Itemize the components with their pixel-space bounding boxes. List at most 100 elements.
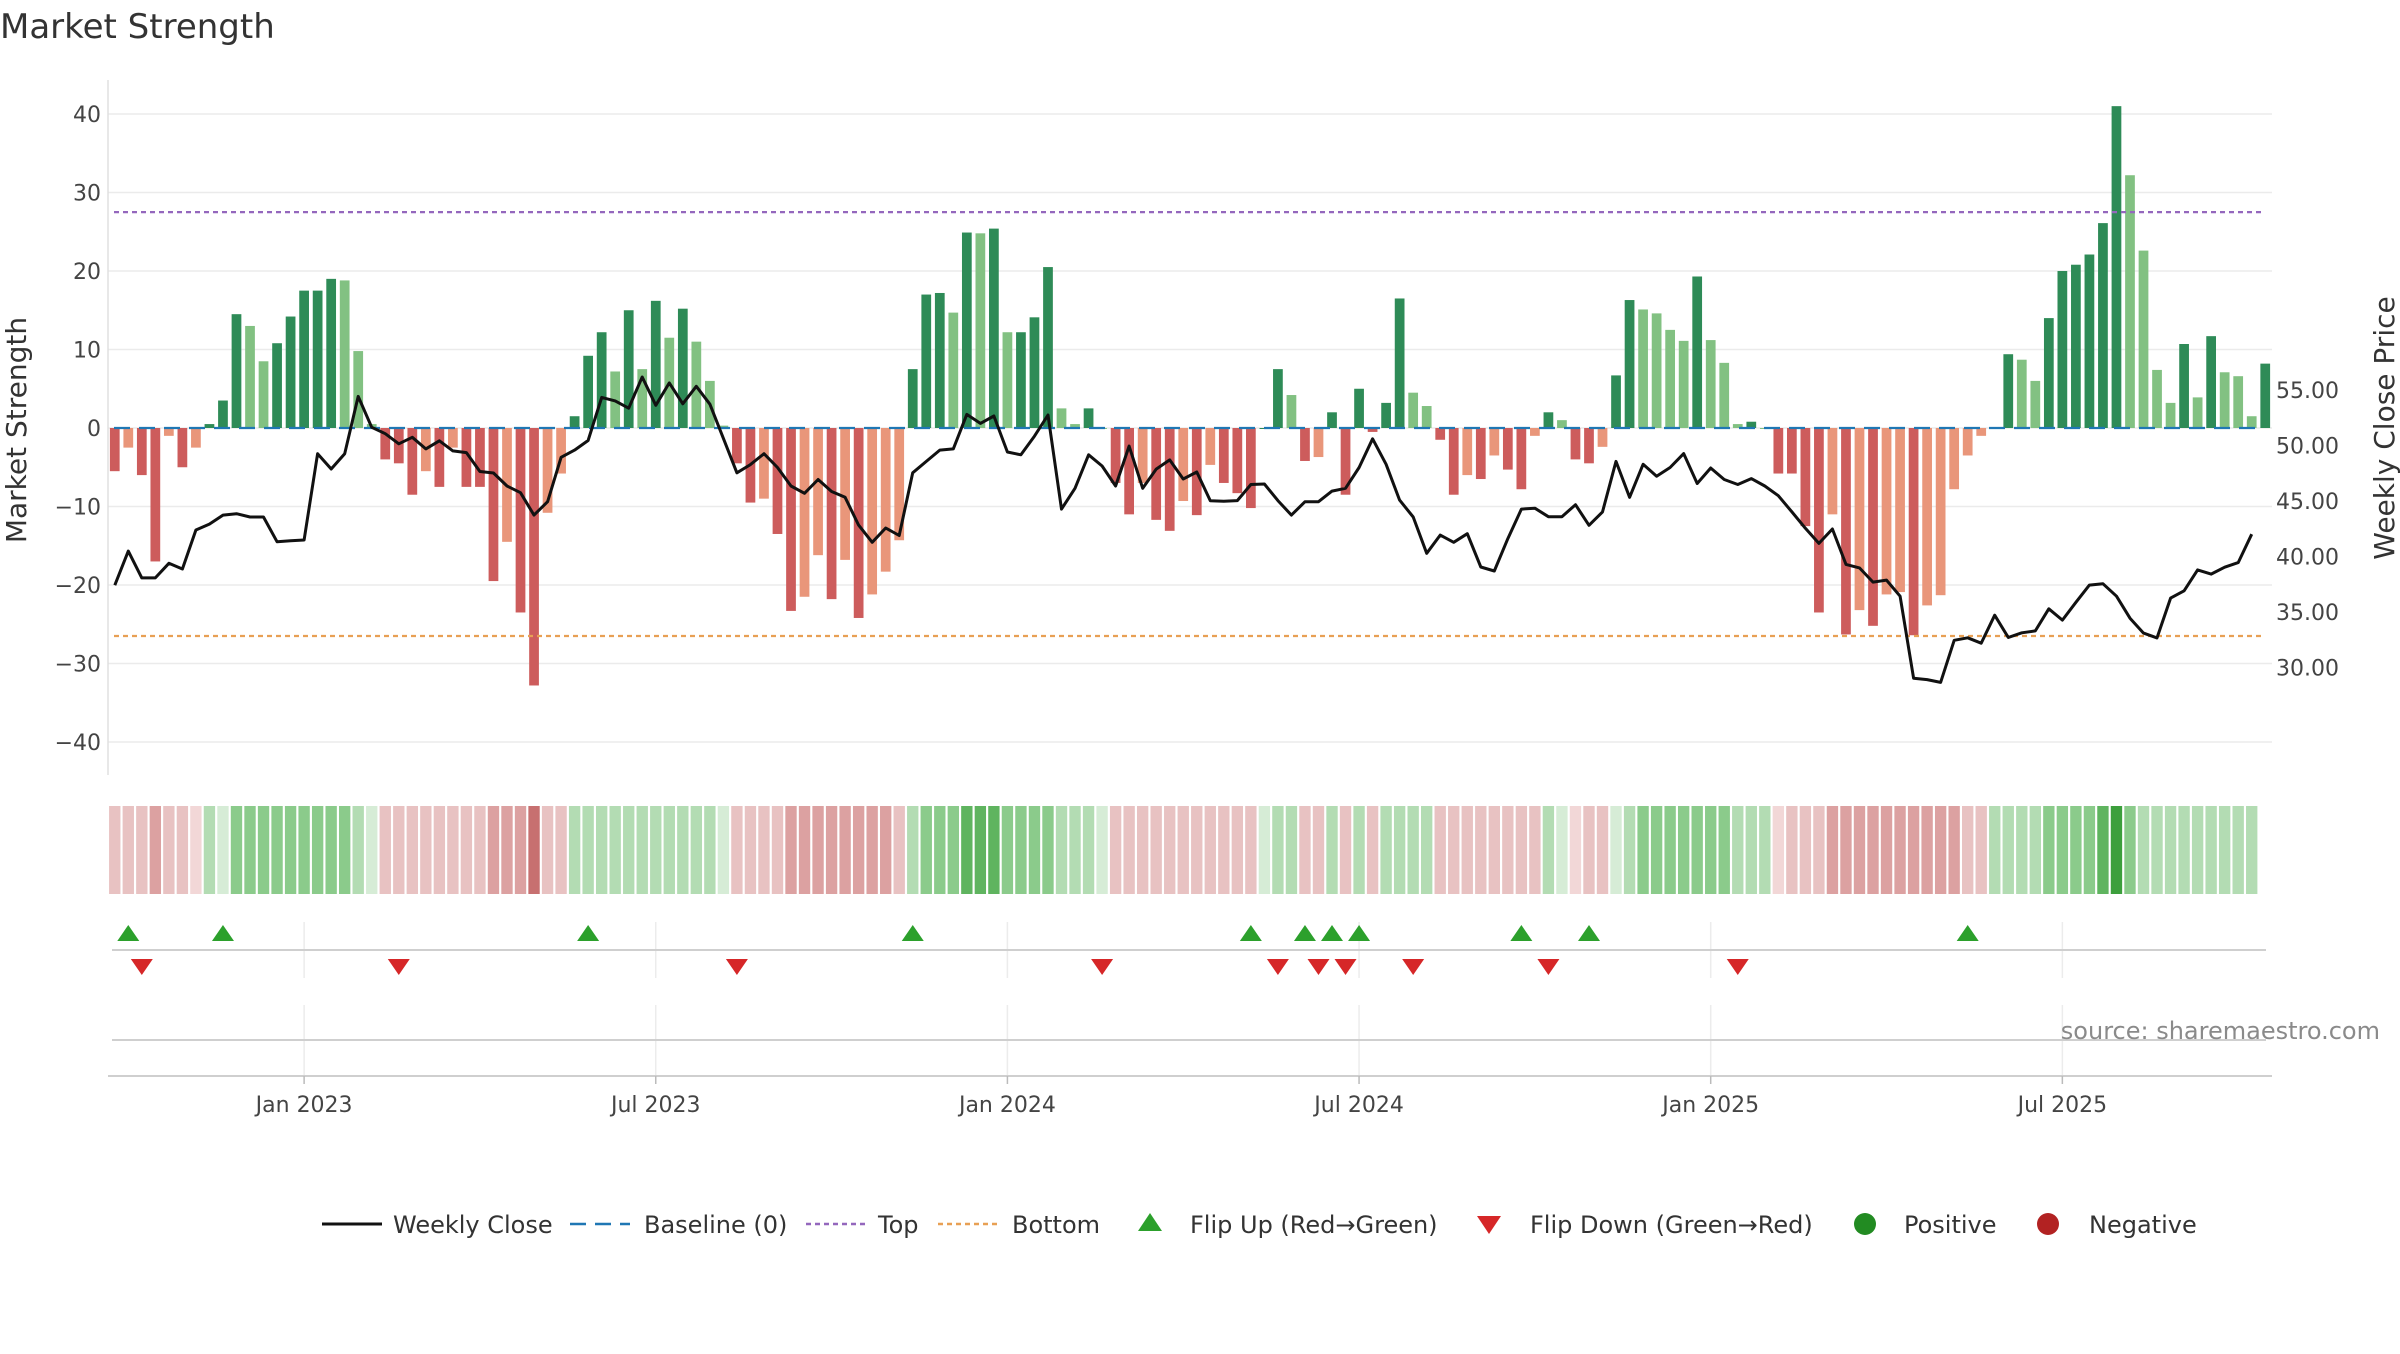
strength-bar bbox=[109, 428, 120, 472]
heat-band-cell bbox=[961, 806, 973, 894]
heat-band-cell bbox=[2246, 806, 2258, 894]
strength-bar bbox=[326, 278, 337, 428]
heat-band-cell bbox=[2083, 806, 2096, 894]
strength-bar bbox=[989, 228, 999, 428]
heat-band-cell bbox=[1299, 806, 1311, 894]
heat-band-cell bbox=[1339, 806, 1352, 894]
x-tick-label: Jul 2024 bbox=[1312, 1093, 1404, 1118]
heat-band-cell bbox=[1218, 806, 1230, 894]
heat-band-cell bbox=[663, 806, 675, 894]
heat-band-cell bbox=[2191, 806, 2204, 894]
legend-label-bottom: Bottom bbox=[1012, 1211, 1100, 1239]
strength-bar bbox=[650, 300, 661, 428]
legend-label-positive: Positive bbox=[1904, 1211, 1997, 1239]
strength-bar bbox=[488, 428, 499, 582]
heat-band-cell bbox=[812, 806, 824, 894]
strength-bar bbox=[245, 325, 255, 428]
strength-bar bbox=[1164, 428, 1175, 531]
heat-band-cell bbox=[555, 806, 567, 894]
strength-bar bbox=[299, 290, 309, 428]
strength-bar bbox=[1651, 313, 1662, 428]
legend-label-close: Weekly Close bbox=[393, 1211, 553, 1239]
flip-down-marker bbox=[725, 959, 748, 975]
flip-up-marker bbox=[1577, 925, 1600, 941]
heat-band-cell bbox=[1475, 806, 1487, 894]
heat-band-cell bbox=[149, 806, 162, 894]
heat-band-cell bbox=[1421, 806, 1433, 894]
x-tick-label: Jan 2025 bbox=[1660, 1093, 1759, 1118]
heat-band-cell bbox=[1502, 806, 1514, 894]
strength-bar bbox=[1597, 428, 1608, 447]
heat-band-cell bbox=[1312, 806, 1325, 894]
heat-band-cell bbox=[2070, 806, 2082, 894]
heat-band-cell bbox=[217, 806, 229, 894]
strength-bar bbox=[150, 428, 161, 562]
y2-tick-label: 35.00 bbox=[2276, 601, 2339, 626]
strength-bar bbox=[461, 428, 472, 487]
heat-band-cell bbox=[595, 806, 608, 894]
strength-bar bbox=[1151, 428, 1162, 520]
legend-item-flipdown: Flip Down (Green→Red) bbox=[1477, 1211, 1813, 1239]
heat-band-cell bbox=[650, 806, 662, 894]
flip-down-marker bbox=[1334, 959, 1357, 975]
heat-band-cell bbox=[1596, 806, 1609, 894]
y2-tick-label: 55.00 bbox=[2276, 379, 2339, 404]
x-tick-label: Jan 2023 bbox=[254, 1093, 353, 1118]
heat-band-cell bbox=[2016, 806, 2028, 894]
strength-bar bbox=[1421, 406, 1432, 428]
y-tick-label: 30 bbox=[73, 182, 101, 207]
strength-bar bbox=[231, 314, 242, 428]
strength-bar bbox=[2246, 416, 2257, 428]
heat-band-cell bbox=[2178, 806, 2190, 894]
heat-band-cell bbox=[2097, 806, 2109, 894]
heat-band-cell bbox=[1610, 806, 1622, 894]
strength-bar bbox=[204, 424, 215, 428]
strength-bar bbox=[1773, 428, 1784, 474]
strength-bar bbox=[1976, 428, 1987, 436]
heat-band-cell bbox=[1191, 806, 1203, 894]
strength-bar bbox=[1624, 300, 1635, 428]
flip-up-marker bbox=[1293, 925, 1316, 941]
heat-band-cell bbox=[136, 806, 148, 894]
heat-band-cell bbox=[1136, 806, 1149, 894]
heat-band-cell bbox=[501, 806, 513, 894]
chart-title: Market Strength bbox=[0, 7, 275, 47]
heat-band-cell bbox=[893, 806, 905, 894]
strength-bar bbox=[1394, 298, 1405, 428]
heat-band-cell bbox=[907, 806, 919, 894]
strength-bar bbox=[677, 308, 688, 428]
x-tick-label: Jul 2023 bbox=[609, 1093, 701, 1118]
heat-band-cell bbox=[1718, 806, 1730, 894]
strength-bar bbox=[813, 428, 823, 556]
heat-band-cell bbox=[1407, 806, 1419, 894]
heat-band-cell bbox=[1934, 806, 1947, 894]
heat-band-cell bbox=[1840, 806, 1852, 894]
heat-band-cell bbox=[717, 806, 730, 894]
heat-band-cell bbox=[2043, 806, 2055, 894]
flip-down-marker bbox=[130, 959, 153, 975]
strength-bar bbox=[2165, 402, 2176, 428]
heat-band-cell bbox=[109, 806, 121, 894]
strength-bar bbox=[1354, 388, 1364, 428]
heat-band-cell bbox=[474, 806, 486, 894]
heat-band-cell bbox=[514, 806, 527, 894]
strength-bar bbox=[1083, 408, 1094, 428]
heat-band-cell bbox=[1461, 806, 1473, 894]
heat-band-cell bbox=[568, 806, 581, 894]
strength-bar bbox=[2057, 271, 2068, 428]
heat-band-cell bbox=[1055, 806, 1068, 894]
heat-band-cell bbox=[393, 806, 405, 894]
strength-bar bbox=[1557, 420, 1567, 428]
strength-bar bbox=[1218, 428, 1229, 483]
strength-bar bbox=[1340, 428, 1351, 495]
heat-band-cell bbox=[203, 806, 216, 894]
heat-band-cell bbox=[1109, 806, 1122, 894]
heat-band-cell bbox=[1015, 806, 1027, 894]
heat-band-cell bbox=[2137, 806, 2150, 894]
heat-band-cell bbox=[1448, 806, 1460, 894]
strength-bar bbox=[1746, 421, 1757, 428]
heat-band-cell bbox=[2029, 806, 2041, 894]
heat-band-cell bbox=[744, 806, 757, 894]
flip-down-marker bbox=[1402, 959, 1425, 975]
strength-bar bbox=[934, 292, 945, 428]
